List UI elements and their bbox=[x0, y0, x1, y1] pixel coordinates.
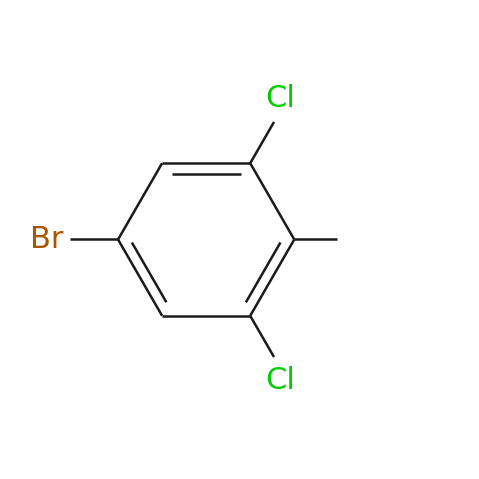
Text: Cl: Cl bbox=[265, 84, 295, 114]
Text: Br: Br bbox=[30, 225, 63, 254]
Text: Cl: Cl bbox=[265, 365, 295, 395]
